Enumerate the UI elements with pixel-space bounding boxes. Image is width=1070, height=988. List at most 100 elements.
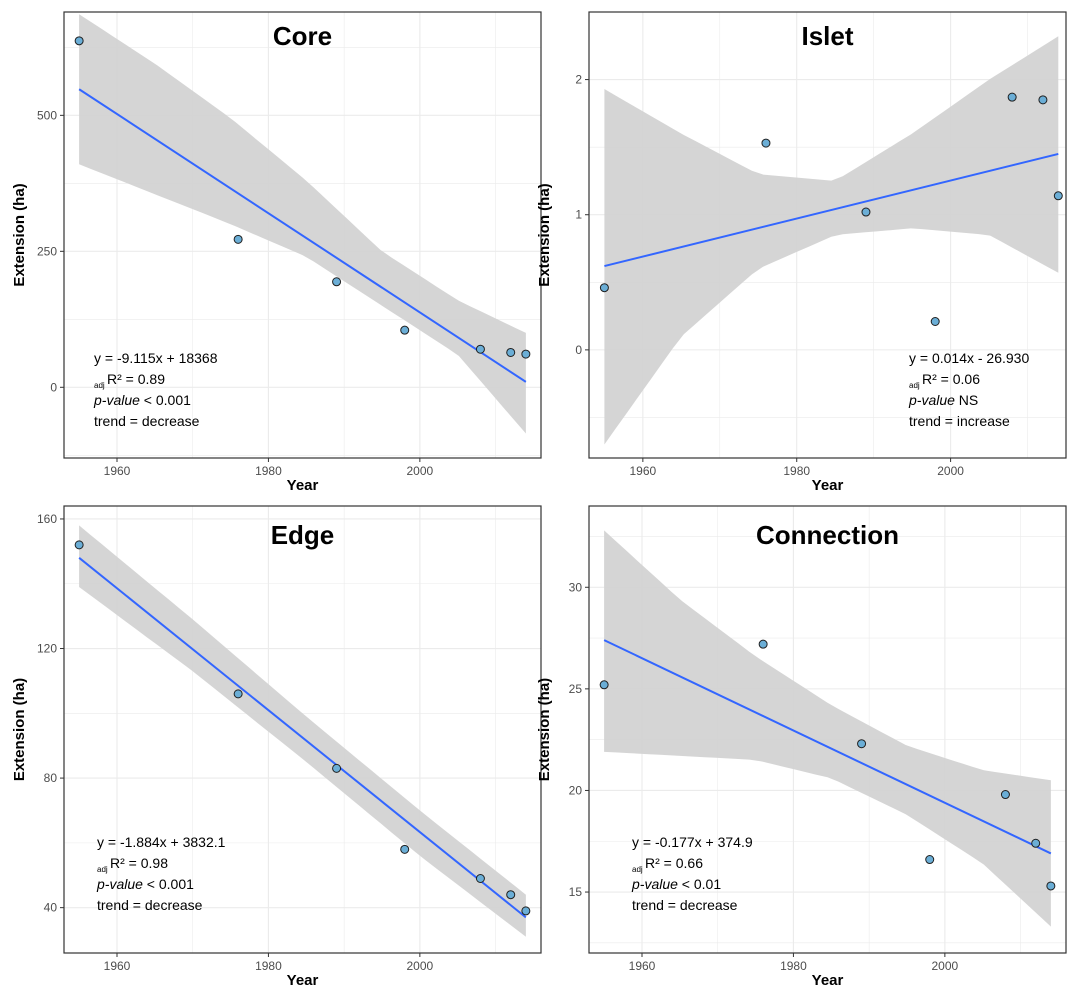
r2-subscript-label: adj [632, 865, 643, 874]
chart-title: Islet [801, 21, 853, 51]
data-point [758, 639, 768, 649]
data-point [861, 207, 871, 217]
data-point [599, 680, 609, 690]
y-tick-label: 160 [37, 512, 57, 526]
equation-label: y = 0.014x - 26.930 [909, 350, 1029, 366]
chart-title: Connection [756, 520, 899, 550]
data-point [1053, 191, 1063, 201]
regression-line [78, 557, 527, 919]
x-tick-label: 1960 [630, 464, 657, 478]
r2-subscript-label: adj [94, 381, 105, 390]
data-point [475, 344, 485, 354]
data-point [1007, 92, 1017, 102]
p-value-value: < 0.001 [140, 392, 191, 408]
y-tick-label: 1 [575, 208, 582, 222]
y-axis-title: Extension (ha) [11, 183, 28, 286]
data-point [506, 347, 516, 357]
p-value-name: p-value [908, 392, 955, 408]
data-point [1031, 838, 1041, 848]
x-tick-label: 2000 [407, 959, 434, 973]
y-tick-label: 250 [37, 244, 57, 258]
data-point [332, 277, 342, 287]
data-point [925, 855, 935, 865]
data-point [521, 906, 531, 916]
chart-title: Core [273, 21, 332, 51]
x-tick-label: 1980 [780, 959, 807, 973]
data-point [400, 325, 410, 335]
trend-label: trend = decrease [632, 897, 738, 913]
equation-label: y = -1.884x + 3832.1 [97, 834, 226, 850]
x-tick-label: 1960 [104, 959, 131, 973]
y-axis-title: Extension (ha) [11, 678, 28, 781]
data-point [930, 316, 940, 326]
confidence-band [79, 14, 526, 434]
data-point [599, 283, 609, 293]
data-point [74, 36, 84, 46]
plot-frame [588, 505, 1067, 954]
y-tick-label: 120 [37, 642, 57, 656]
equation-label: y = -0.177x + 374.9 [632, 834, 753, 850]
confidence-band [604, 530, 1051, 927]
data-point [332, 763, 342, 773]
r-squared-label: R² = 0.66 [645, 855, 703, 871]
y-tick-label: 2 [575, 73, 582, 87]
data-point [74, 540, 84, 550]
x-tick-label: 1980 [255, 464, 282, 478]
x-axis-title: Year [287, 477, 319, 494]
x-axis-title: Year [812, 477, 844, 494]
trend-label: trend = decrease [94, 413, 200, 429]
y-tick-label: 0 [575, 343, 582, 357]
chart-panel-edge: 1960 1980 2000 40 80 120 160 Year Extension (ha)… [11, 505, 542, 988]
data-point [761, 138, 771, 148]
r-squared-label: R² = 0.06 [922, 371, 980, 387]
y-tick-label: 500 [37, 108, 57, 122]
data-point [400, 844, 410, 854]
chart-panel-connection: 1960 1980 2000 15 20 25 30 Year Extension (ha) Co… [536, 505, 1067, 988]
r-squared-label: R² = 0.98 [110, 855, 168, 871]
y-tick-label: 80 [44, 771, 58, 785]
x-tick-label: 2000 [937, 464, 964, 478]
chart-panel-core: 1960 1980 2000 0 250 500 Year Extension (ha) Cor… [11, 11, 542, 494]
r-squared-label: R² = 0.89 [107, 371, 165, 387]
r2-subscript-label: adj [909, 381, 920, 390]
y-tick-label: 40 [44, 901, 58, 915]
regression-line [604, 152, 1059, 268]
data-point [506, 890, 516, 900]
data-point [475, 874, 485, 883]
p-value-label: p-value < 0.001 [96, 876, 194, 892]
plot-frame [63, 505, 542, 954]
p-value-name: p-value [631, 876, 678, 892]
y-axis-title: Extension (ha) [536, 678, 553, 781]
confidence-band [79, 525, 526, 937]
data-point [233, 689, 243, 699]
data-point [1046, 881, 1056, 891]
p-value-value: NS [955, 392, 978, 408]
confidence-band [604, 36, 1059, 445]
y-tick-label: 30 [569, 580, 583, 594]
x-tick-label: 2000 [407, 464, 434, 478]
p-value-label: p-value < 0.01 [631, 876, 721, 892]
y-tick-label: 20 [569, 783, 583, 797]
p-value-name: p-value [93, 392, 140, 408]
p-value-label: p-value NS [908, 392, 978, 408]
trend-label: trend = decrease [97, 897, 203, 913]
data-point [521, 349, 531, 359]
chart-panel-islet: 1960 1980 2000 0 1 2 Year Extension (ha) Islet y … [536, 11, 1067, 494]
x-tick-label: 1980 [783, 464, 810, 478]
y-tick-label: 25 [569, 682, 583, 696]
regression-line [78, 88, 527, 383]
chart-title: Edge [271, 520, 335, 550]
x-axis-title: Year [287, 972, 319, 988]
x-axis-title: Year [812, 972, 844, 988]
p-value-name: p-value [96, 876, 143, 892]
data-point [857, 739, 867, 749]
data-point [1038, 95, 1048, 105]
y-tick-label: 15 [569, 885, 583, 899]
regression-line [603, 639, 1052, 855]
y-tick-label: 0 [50, 380, 57, 394]
trend-label: trend = increase [909, 413, 1010, 429]
p-value-label: p-value < 0.001 [93, 392, 191, 408]
plot-frame [588, 11, 1067, 459]
p-value-value: < 0.001 [143, 876, 194, 892]
